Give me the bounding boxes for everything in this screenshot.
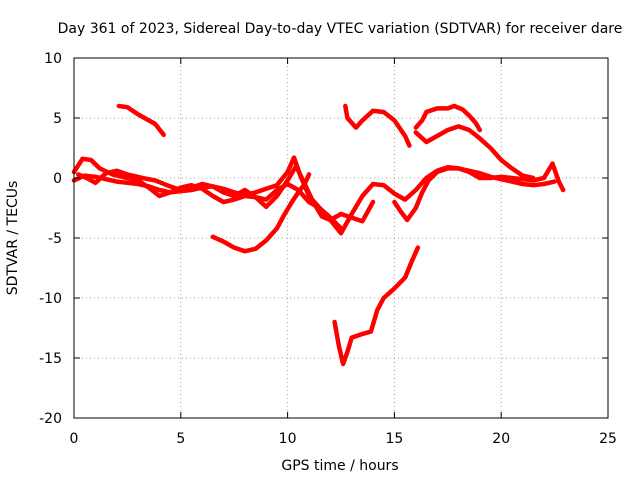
data-series-group — [71, 103, 566, 367]
y-tick-label: -5 — [48, 231, 62, 247]
x-tick-label: 5 — [176, 431, 185, 447]
x-axis-label: GPS time / hours — [281, 458, 398, 474]
chart-title: Day 361 of 2023, Sidereal Day-to-day VTE… — [58, 21, 623, 37]
y-tick-label: -15 — [39, 351, 62, 367]
series-sat-i — [332, 245, 421, 367]
x-tick-label: 15 — [385, 431, 403, 447]
x-tick-label: 10 — [279, 431, 297, 447]
x-tick-label: 20 — [492, 431, 510, 447]
y-tick-label: -20 — [39, 411, 62, 427]
y-tick-label: 0 — [53, 171, 62, 187]
series-sat-g — [413, 103, 483, 133]
series-sat-d — [116, 103, 166, 138]
series-sat-e — [210, 172, 312, 254]
series-sat-h — [413, 124, 536, 181]
axis-ticks: 0 5 10 15 20 25 -20 -15 -10 -5 0 5 10 — [39, 51, 617, 447]
x-tick-label: 0 — [70, 431, 79, 447]
y-tick-label: 10 — [44, 51, 62, 67]
series-sat-b — [71, 156, 557, 236]
series-sat-c — [76, 163, 376, 224]
y-tick-label: 5 — [53, 111, 62, 127]
y-tick-label: -10 — [39, 291, 62, 307]
y-axis-label: SDTVAR / TECUs — [5, 181, 21, 296]
series-sat-f — [343, 103, 412, 148]
x-tick-label: 25 — [599, 431, 617, 447]
series-sat-j — [392, 161, 566, 223]
